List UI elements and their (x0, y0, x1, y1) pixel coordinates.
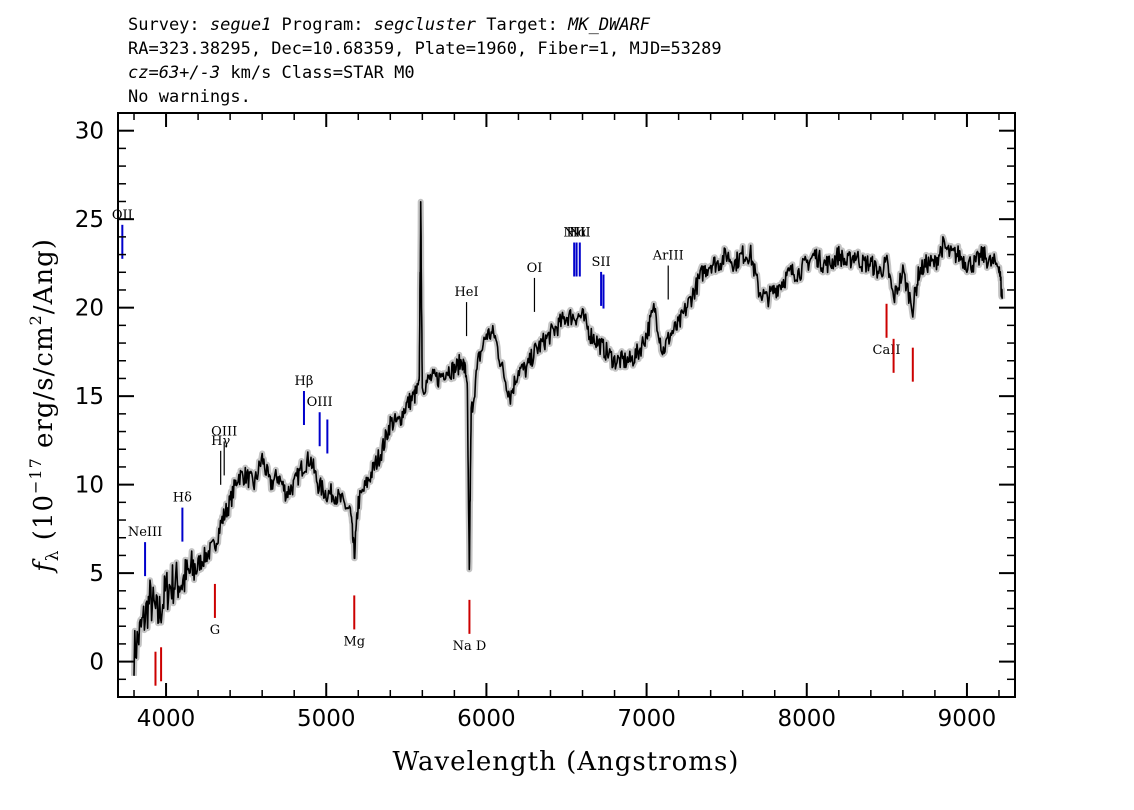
x-tick-label: 5000 (297, 706, 356, 732)
spectral-line-label: Hβ (295, 374, 314, 389)
spectral-line-label: NII (563, 226, 585, 241)
spectral-line-label: SII (592, 255, 611, 270)
redshift-value: cz=63+/-3 (128, 63, 220, 83)
x-tick-label: 7000 (617, 706, 676, 732)
y-tick-label: 30 (75, 119, 104, 145)
spectral-line-label: OIII (211, 424, 237, 439)
flux-line (133, 201, 1003, 676)
x-tick-label: 9000 (938, 706, 997, 732)
program-name: segcluster (374, 15, 477, 35)
header-line-4: No warnings. (128, 87, 251, 107)
spectral-line-label: OII (112, 208, 133, 223)
y-tick-label: 5 (89, 561, 104, 587)
y-tick-label: 20 (75, 296, 104, 322)
spectral-line-label: Hδ (173, 491, 192, 506)
header-line-3: cz=63+/-3 km/s Class=STAR M0 (128, 63, 415, 83)
spectral-line-label: CaII (873, 343, 901, 358)
spectral-line-label: Mg (343, 634, 365, 649)
spectral-line-label: OI (527, 261, 543, 276)
y-tick-label: 10 (75, 473, 104, 499)
y-tick-label: 0 (89, 650, 104, 676)
spectral-line-label: HeI (454, 285, 478, 300)
axis-tick-labels: 4000 5000 6000 7000 8000 9000 0 5 10 15 20 25 30 (75, 119, 997, 732)
spectral-line-label: Na D (453, 639, 487, 654)
y-tick-label: 25 (75, 207, 104, 233)
x-tick-label: 6000 (457, 706, 516, 732)
header-line-2: RA=323.38295, Dec=10.68359, Plate=1960, … (128, 39, 722, 59)
spectral-line-label: Hγ (211, 434, 230, 449)
spectral-line-label: ArIII (652, 249, 684, 264)
spectral-line-label: Hα (567, 226, 587, 241)
y-tick-label: 15 (75, 384, 104, 410)
spectral-line-label: G (210, 623, 220, 638)
axis-ticks (118, 113, 1015, 697)
x-tick-label: 4000 (137, 706, 196, 732)
survey-name: segue1 (210, 15, 271, 35)
plot-frame (117, 112, 1016, 698)
spectral-line-label: NII (569, 226, 591, 241)
header-line-1: Survey: segue1 Program: segcluster Targe… (128, 15, 651, 35)
spectral-line-label: NeIII (128, 525, 162, 540)
spectral-line-label: OIII (307, 395, 333, 410)
flux-uncertainty-band (131, 198, 1006, 676)
x-axis-label: Wavelength (Angstroms) (393, 747, 740, 777)
x-tick-label: 8000 (777, 706, 836, 732)
target-name: MK_DWARF (567, 15, 651, 35)
y-axis-label: fλ (10−17 erg/s/cm2/Ang) (26, 238, 63, 574)
